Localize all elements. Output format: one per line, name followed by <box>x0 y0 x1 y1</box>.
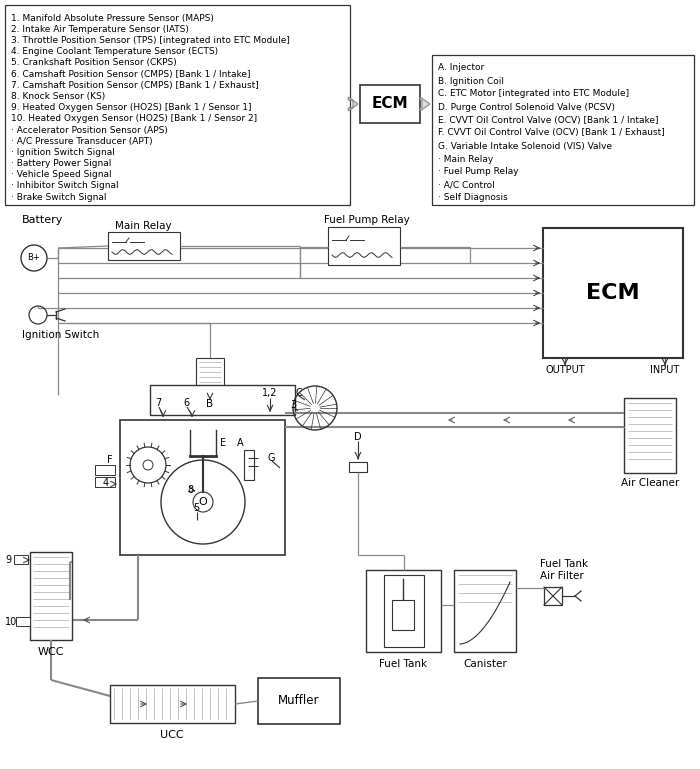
Text: ECM: ECM <box>586 283 640 303</box>
Text: 2. Intake Air Temperature Sensor (IATS): 2. Intake Air Temperature Sensor (IATS) <box>11 25 189 34</box>
Text: C. ETC Motor [integrated into ETC Module]: C. ETC Motor [integrated into ETC Module… <box>438 89 629 98</box>
Text: E: E <box>220 438 226 448</box>
Text: 3: 3 <box>290 400 296 410</box>
Text: 7: 7 <box>155 398 161 408</box>
Text: D: D <box>354 432 362 442</box>
Bar <box>384 575 424 647</box>
Text: F. CVVT Oil Control Valve (OCV) [Bank 1 / Exhaust]: F. CVVT Oil Control Valve (OCV) [Bank 1 … <box>438 128 665 138</box>
Text: · Self Diagnosis: · Self Diagnosis <box>438 194 508 202</box>
Text: 7. Camshaft Position Sensor (CMPS) [Bank 1 / Exhaust]: 7. Camshaft Position Sensor (CMPS) [Bank… <box>11 81 259 90</box>
Text: · Ignition Switch Signal: · Ignition Switch Signal <box>11 148 115 157</box>
Text: D. Purge Control Solenoid Valve (PCSV): D. Purge Control Solenoid Valve (PCSV) <box>438 102 615 112</box>
Text: C: C <box>296 388 302 398</box>
Text: WCC: WCC <box>38 647 64 657</box>
Text: A. Injector: A. Injector <box>438 64 484 72</box>
Bar <box>258 678 340 724</box>
Text: · Main Relay: · Main Relay <box>438 155 493 164</box>
Polygon shape <box>348 97 358 111</box>
Text: Air Cleaner: Air Cleaner <box>621 478 679 488</box>
Text: · Battery Power Signal: · Battery Power Signal <box>11 159 111 168</box>
Text: OUTPUT: OUTPUT <box>545 365 584 375</box>
Text: · Brake Switch Signal: · Brake Switch Signal <box>11 193 106 201</box>
Text: B+: B+ <box>27 254 41 262</box>
Text: B. Ignition Coil: B. Ignition Coil <box>438 76 504 85</box>
Text: ECM: ECM <box>372 96 408 112</box>
Text: Ignition Switch: Ignition Switch <box>22 330 99 340</box>
Text: A: A <box>237 438 244 448</box>
Bar <box>150 385 295 415</box>
Text: · Inhibitor Switch Signal: · Inhibitor Switch Signal <box>11 181 118 191</box>
Bar <box>349 462 367 472</box>
Text: 4: 4 <box>103 478 109 488</box>
Text: Battery: Battery <box>22 215 64 225</box>
Text: 1,2: 1,2 <box>262 388 277 398</box>
Bar <box>95 477 115 487</box>
Text: E. CVVT Oil Control Valve (OCV) [Bank 1 / Intake]: E. CVVT Oil Control Valve (OCV) [Bank 1 … <box>438 115 659 125</box>
Text: 6. Camshaft Position Sensor (CMPS) [Bank 1 / Intake]: 6. Camshaft Position Sensor (CMPS) [Bank… <box>11 69 251 78</box>
Text: Muffler: Muffler <box>279 694 320 707</box>
Bar <box>95 465 115 475</box>
Text: 9: 9 <box>5 555 11 565</box>
Bar <box>16 617 30 626</box>
Text: · Accelerator Position Sensor (APS): · Accelerator Position Sensor (APS) <box>11 125 168 135</box>
Text: 10: 10 <box>5 617 18 627</box>
Bar <box>624 398 676 473</box>
Bar <box>5 5 350 205</box>
Bar <box>14 555 28 564</box>
Text: Main Relay: Main Relay <box>115 221 172 231</box>
Text: Fuel Tank: Fuel Tank <box>379 659 427 669</box>
Text: B: B <box>206 399 214 409</box>
Bar <box>30 552 72 640</box>
Bar <box>120 420 285 555</box>
Text: G. Variable Intake Solenoid (VIS) Valve: G. Variable Intake Solenoid (VIS) Valve <box>438 141 612 151</box>
Text: 3. Throttle Position Sensor (TPS) [integrated into ETC Module]: 3. Throttle Position Sensor (TPS) [integ… <box>11 36 290 45</box>
Text: O: O <box>199 497 207 507</box>
Bar <box>544 587 562 605</box>
Text: Canister: Canister <box>463 659 507 669</box>
Text: · A/C Control: · A/C Control <box>438 181 495 189</box>
Text: Fuel Pump Relay: Fuel Pump Relay <box>324 215 410 225</box>
Bar <box>328 227 400 265</box>
Text: Air Filter: Air Filter <box>540 571 584 581</box>
Bar <box>108 232 180 260</box>
Bar <box>366 570 441 652</box>
Text: Fuel Tank: Fuel Tank <box>540 559 588 569</box>
Bar <box>110 685 235 723</box>
Text: 4. Engine Coolant Temperature Sensor (ECTS): 4. Engine Coolant Temperature Sensor (EC… <box>11 47 218 56</box>
Bar <box>392 600 414 630</box>
Polygon shape <box>420 97 430 111</box>
Bar <box>454 570 516 652</box>
Text: 5. Crankshaft Position Sensor (CKPS): 5. Crankshaft Position Sensor (CKPS) <box>11 58 176 68</box>
Text: 1. Manifold Absolute Pressure Sensor (MAPS): 1. Manifold Absolute Pressure Sensor (MA… <box>11 14 214 22</box>
Bar <box>244 450 254 480</box>
Text: · Vehicle Speed Signal: · Vehicle Speed Signal <box>11 170 111 179</box>
Bar <box>196 358 224 396</box>
Text: 6: 6 <box>183 398 189 408</box>
Text: 9. Heated Oxygen Sensor (HO2S) [Bank 1 / Sensor 1]: 9. Heated Oxygen Sensor (HO2S) [Bank 1 /… <box>11 103 251 112</box>
Bar <box>543 228 683 358</box>
Text: G: G <box>268 453 276 463</box>
Text: F: F <box>107 455 113 465</box>
Text: · A/C Pressure Transducer (APT): · A/C Pressure Transducer (APT) <box>11 137 153 145</box>
Text: · Fuel Pump Relay: · Fuel Pump Relay <box>438 168 519 177</box>
Text: 8. Knock Sensor (KS): 8. Knock Sensor (KS) <box>11 92 105 101</box>
Text: 8: 8 <box>187 485 193 495</box>
Bar <box>360 85 420 123</box>
Text: INPUT: INPUT <box>650 365 680 375</box>
Bar <box>432 55 694 205</box>
Text: UCC: UCC <box>160 730 184 740</box>
Text: 5: 5 <box>193 503 199 513</box>
Text: 10. Heated Oxygen Sensor (HO2S) [Bank 1 / Sensor 2]: 10. Heated Oxygen Sensor (HO2S) [Bank 1 … <box>11 115 257 123</box>
